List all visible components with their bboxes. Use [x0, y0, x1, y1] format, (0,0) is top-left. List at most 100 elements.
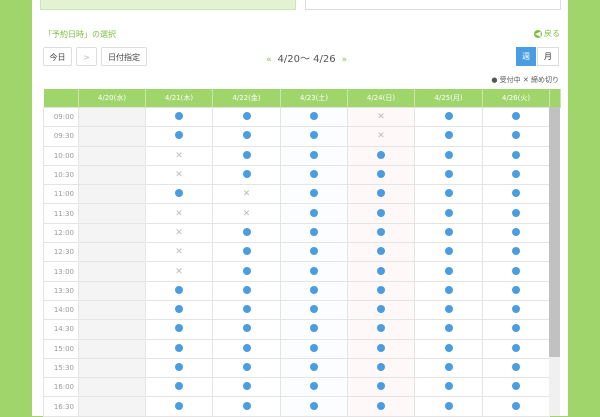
- slot-cell[interactable]: [347, 357, 415, 379]
- slot-cell[interactable]: [482, 126, 550, 147]
- available-dot-icon[interactable]: [377, 363, 385, 371]
- available-dot-icon[interactable]: [444, 343, 453, 352]
- slot-cell[interactable]: [280, 242, 348, 263]
- slot-cell[interactable]: [347, 242, 415, 263]
- available-dot-icon[interactable]: [512, 363, 520, 371]
- available-dot-icon[interactable]: [444, 363, 453, 371]
- slot-cell[interactable]: [347, 377, 415, 398]
- slot-cell[interactable]: [347, 338, 415, 359]
- available-dot-icon[interactable]: [444, 401, 453, 410]
- slot-cell[interactable]: [280, 126, 348, 147]
- slot-cell[interactable]: [482, 184, 550, 205]
- available-dot-icon[interactable]: [175, 189, 183, 198]
- available-dot-icon[interactable]: [512, 401, 520, 410]
- today-button[interactable]: 今日: [43, 47, 72, 66]
- available-dot-icon[interactable]: [242, 305, 251, 314]
- available-dot-icon[interactable]: [175, 285, 183, 294]
- available-dot-icon[interactable]: [175, 382, 183, 391]
- slot-cell[interactable]: [280, 319, 348, 340]
- available-dot-icon[interactable]: [444, 227, 453, 236]
- available-dot-icon[interactable]: [444, 112, 453, 121]
- slot-cell[interactable]: [212, 261, 281, 282]
- slot-cell[interactable]: [212, 377, 281, 398]
- available-dot-icon[interactable]: [310, 363, 318, 371]
- slot-cell[interactable]: [212, 338, 281, 359]
- available-dot-icon[interactable]: [444, 189, 453, 198]
- slot-cell[interactable]: [280, 338, 348, 359]
- slot-cell[interactable]: [414, 222, 483, 244]
- slot-cell[interactable]: [145, 126, 213, 147]
- slot-cell[interactable]: [482, 377, 550, 398]
- available-dot-icon[interactable]: [512, 208, 520, 217]
- slot-cell[interactable]: [280, 299, 348, 321]
- available-dot-icon[interactable]: [377, 170, 385, 179]
- slot-cell[interactable]: [482, 357, 550, 379]
- slot-cell[interactable]: [280, 145, 348, 166]
- slot-cell[interactable]: [280, 203, 348, 224]
- available-dot-icon[interactable]: [377, 247, 385, 256]
- available-dot-icon[interactable]: [512, 227, 520, 236]
- available-dot-icon[interactable]: [512, 170, 520, 179]
- available-dot-icon[interactable]: [310, 247, 318, 256]
- slot-cell[interactable]: [145, 299, 213, 321]
- slot-cell[interactable]: [414, 145, 483, 166]
- available-dot-icon[interactable]: [377, 343, 385, 352]
- slot-cell[interactable]: [347, 145, 415, 166]
- available-dot-icon[interactable]: [242, 131, 251, 140]
- slot-cell[interactable]: [482, 222, 550, 244]
- available-dot-icon[interactable]: [512, 112, 520, 121]
- available-dot-icon[interactable]: [310, 285, 318, 294]
- slot-cell[interactable]: [145, 280, 213, 301]
- slot-cell[interactable]: [212, 299, 281, 321]
- slot-cell[interactable]: [347, 396, 415, 417]
- slot-cell[interactable]: [414, 203, 483, 224]
- slot-cell[interactable]: [482, 396, 550, 417]
- available-dot-icon[interactable]: [242, 285, 251, 294]
- available-dot-icon[interactable]: [377, 382, 385, 391]
- available-dot-icon[interactable]: [310, 189, 318, 198]
- available-dot-icon[interactable]: [444, 324, 453, 333]
- slot-cell[interactable]: [482, 106, 550, 128]
- available-dot-icon[interactable]: [242, 247, 251, 256]
- slot-cell[interactable]: [414, 261, 483, 282]
- slot-cell[interactable]: [280, 261, 348, 282]
- slot-cell[interactable]: [347, 222, 415, 244]
- scrollbar-thumb[interactable]: [549, 107, 560, 357]
- slot-cell[interactable]: [482, 203, 550, 224]
- available-dot-icon[interactable]: [377, 227, 385, 236]
- next-button[interactable]: >: [76, 47, 97, 66]
- available-dot-icon[interactable]: [444, 266, 453, 275]
- available-dot-icon[interactable]: [310, 266, 318, 275]
- slot-cell[interactable]: [280, 184, 348, 205]
- available-dot-icon[interactable]: [444, 305, 453, 314]
- slot-cell[interactable]: [414, 280, 483, 301]
- available-dot-icon[interactable]: [310, 305, 318, 314]
- available-dot-icon[interactable]: [242, 227, 251, 236]
- slot-cell[interactable]: [482, 299, 550, 321]
- prev-week-arrow[interactable]: «: [266, 55, 272, 65]
- available-dot-icon[interactable]: [175, 112, 183, 121]
- slot-cell[interactable]: [212, 145, 281, 166]
- slot-cell[interactable]: [212, 164, 281, 186]
- available-dot-icon[interactable]: [310, 227, 318, 236]
- available-dot-icon[interactable]: [175, 324, 183, 333]
- available-dot-icon[interactable]: [512, 305, 520, 314]
- available-dot-icon[interactable]: [444, 285, 453, 294]
- available-dot-icon[interactable]: [242, 150, 251, 159]
- slot-cell[interactable]: [145, 377, 213, 398]
- slot-cell[interactable]: [347, 280, 415, 301]
- slot-cell[interactable]: [414, 106, 483, 128]
- slot-cell[interactable]: [414, 338, 483, 359]
- available-dot-icon[interactable]: [175, 131, 183, 140]
- available-dot-icon[interactable]: [310, 401, 318, 410]
- slot-cell[interactable]: [347, 261, 415, 282]
- slot-cell[interactable]: [280, 280, 348, 301]
- available-dot-icon[interactable]: [512, 247, 520, 256]
- available-dot-icon[interactable]: [242, 266, 251, 275]
- available-dot-icon[interactable]: [377, 150, 385, 159]
- slot-cell[interactable]: [145, 106, 213, 128]
- available-dot-icon[interactable]: [512, 343, 520, 352]
- available-dot-icon[interactable]: [377, 401, 385, 410]
- slot-cell[interactable]: [347, 164, 415, 186]
- available-dot-icon[interactable]: [512, 285, 520, 294]
